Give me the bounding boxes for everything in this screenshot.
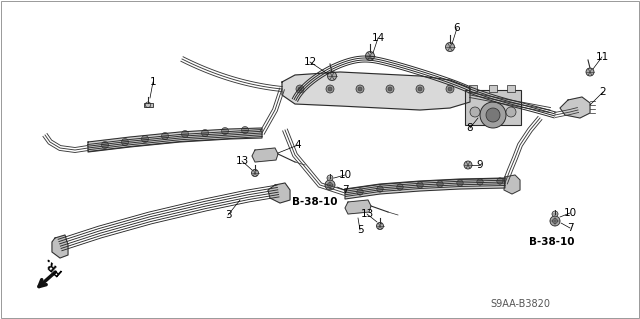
Circle shape xyxy=(388,87,392,91)
Bar xyxy=(507,85,515,92)
Polygon shape xyxy=(345,178,505,199)
Circle shape xyxy=(464,161,472,169)
Circle shape xyxy=(552,211,558,217)
Text: B-38-10: B-38-10 xyxy=(529,237,575,247)
Circle shape xyxy=(470,107,480,117)
Text: 11: 11 xyxy=(595,52,609,62)
Circle shape xyxy=(102,142,109,149)
Circle shape xyxy=(446,85,454,93)
Text: FR.: FR. xyxy=(42,255,63,276)
Circle shape xyxy=(241,127,248,133)
Circle shape xyxy=(202,130,209,137)
Circle shape xyxy=(325,180,335,190)
Circle shape xyxy=(416,85,424,93)
Circle shape xyxy=(550,216,560,226)
Circle shape xyxy=(477,179,483,185)
Text: S9AA-B3820: S9AA-B3820 xyxy=(490,299,550,309)
Text: 8: 8 xyxy=(467,123,474,133)
Circle shape xyxy=(161,132,168,139)
Circle shape xyxy=(386,85,394,93)
Circle shape xyxy=(365,51,374,61)
Circle shape xyxy=(252,169,259,176)
Circle shape xyxy=(376,222,383,229)
Circle shape xyxy=(377,186,383,192)
Circle shape xyxy=(448,87,452,91)
Circle shape xyxy=(358,87,362,91)
Circle shape xyxy=(298,87,302,91)
Bar xyxy=(465,90,521,125)
Bar xyxy=(489,85,497,92)
Circle shape xyxy=(327,175,333,181)
Circle shape xyxy=(328,87,332,91)
Circle shape xyxy=(586,68,594,76)
Text: 2: 2 xyxy=(600,87,606,97)
Text: 9: 9 xyxy=(477,160,483,170)
Circle shape xyxy=(445,42,454,51)
Text: 1: 1 xyxy=(150,77,156,87)
Text: 4: 4 xyxy=(294,140,301,150)
Circle shape xyxy=(497,178,503,184)
Polygon shape xyxy=(268,183,290,203)
Circle shape xyxy=(418,87,422,91)
Polygon shape xyxy=(282,72,470,110)
Circle shape xyxy=(437,181,443,187)
Circle shape xyxy=(552,219,557,224)
Text: 7: 7 xyxy=(342,185,348,195)
Circle shape xyxy=(457,180,463,186)
Text: B-38-10: B-38-10 xyxy=(292,197,338,207)
Bar xyxy=(143,103,152,107)
Text: 7: 7 xyxy=(566,223,573,233)
Circle shape xyxy=(506,107,516,117)
Text: 13: 13 xyxy=(360,209,374,219)
Text: 10: 10 xyxy=(563,208,577,218)
Circle shape xyxy=(356,85,364,93)
Text: 5: 5 xyxy=(356,225,364,235)
Polygon shape xyxy=(504,175,520,194)
Bar xyxy=(469,85,477,92)
Text: 13: 13 xyxy=(236,156,248,166)
Circle shape xyxy=(328,71,337,80)
Circle shape xyxy=(141,136,148,143)
Circle shape xyxy=(326,85,334,93)
Circle shape xyxy=(357,189,364,195)
Text: 12: 12 xyxy=(303,57,317,67)
Circle shape xyxy=(397,184,403,190)
Circle shape xyxy=(328,182,333,188)
Polygon shape xyxy=(560,97,590,118)
Circle shape xyxy=(221,128,228,135)
Polygon shape xyxy=(252,148,278,162)
Circle shape xyxy=(417,182,423,188)
Circle shape xyxy=(296,85,304,93)
Circle shape xyxy=(480,102,506,128)
Circle shape xyxy=(486,108,500,122)
Text: 14: 14 xyxy=(371,33,385,43)
Circle shape xyxy=(182,130,189,137)
Text: 6: 6 xyxy=(454,23,460,33)
Text: 3: 3 xyxy=(225,210,231,220)
Polygon shape xyxy=(345,200,371,214)
Polygon shape xyxy=(88,128,262,152)
Polygon shape xyxy=(52,235,68,258)
Text: 10: 10 xyxy=(339,170,351,180)
Circle shape xyxy=(122,138,129,145)
